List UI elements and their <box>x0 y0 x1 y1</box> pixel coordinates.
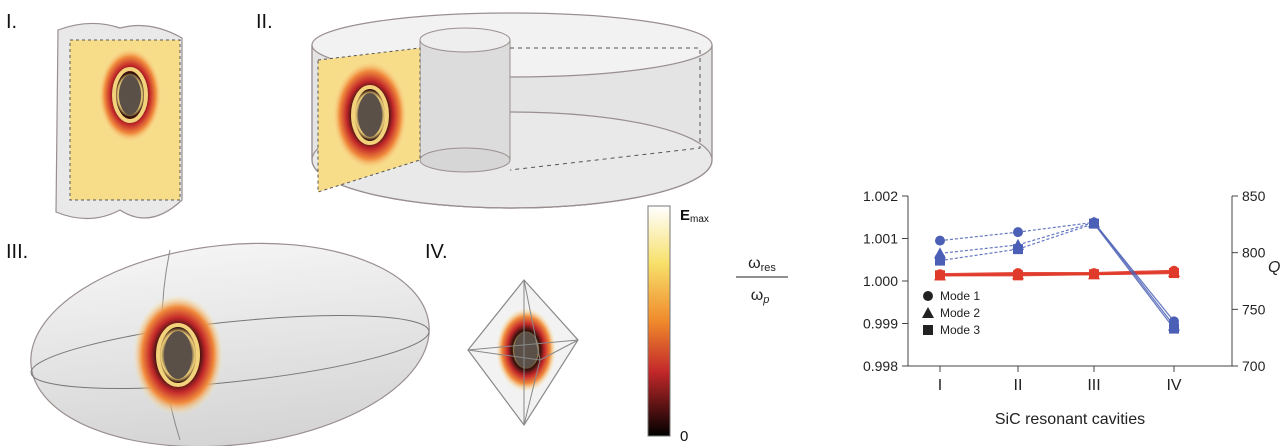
colorbar-max-label: Emax <box>680 207 709 225</box>
x-tick-label: II <box>1014 377 1023 394</box>
colorbar-min-label: 0 <box>680 428 688 445</box>
q-series-group <box>934 265 1180 281</box>
y-left-tick-label: 1.002 <box>863 188 898 204</box>
y-right-tick-label: 750 <box>1242 301 1266 317</box>
cavity-iii-illustration <box>30 242 430 446</box>
legend-marker <box>923 325 933 335</box>
frequency-series-group <box>934 216 1180 334</box>
cavity-i-illustration <box>55 22 183 220</box>
legend-marker <box>922 307 934 318</box>
y-right-tick-label: 800 <box>1242 245 1266 261</box>
data-point <box>935 255 945 266</box>
legend-entry: Mode 1 <box>940 289 980 303</box>
cavity-ii-illustration <box>311 12 713 209</box>
data-point <box>1169 268 1179 279</box>
x-axis-label: SiC resonant cavities <box>995 411 1145 428</box>
panel-label-ii: II. <box>256 11 273 33</box>
series-line-segment <box>939 244 1019 254</box>
data-point <box>1089 218 1099 229</box>
panel-label-iv: IV. <box>425 241 448 263</box>
data-point <box>1089 269 1099 280</box>
y-left-tick-label: 1.001 <box>863 231 898 247</box>
y-right-tick-label: 850 <box>1242 188 1266 204</box>
data-point <box>935 270 945 281</box>
data-point <box>935 235 945 246</box>
data-point <box>1013 270 1023 281</box>
y-left-tick-label: 0.998 <box>863 358 898 374</box>
x-tick-label: IV <box>1166 377 1181 394</box>
svg-text:ωres: ωres <box>748 255 776 274</box>
series-line-segment <box>939 271 1019 276</box>
legend-entry: Mode 2 <box>940 306 980 320</box>
legend-entry: Mode 3 <box>940 323 980 337</box>
data-point <box>1013 244 1023 255</box>
colorbar: Emax 0 <box>647 205 709 445</box>
panel-label-iii: III. <box>6 241 28 263</box>
data-point <box>1013 227 1023 238</box>
svg-text:ωp: ωp <box>751 287 770 306</box>
y-left-tick-label: 0.999 <box>863 316 898 332</box>
series-line-segment <box>1017 221 1095 246</box>
cavity-iv-illustration <box>467 279 579 427</box>
chart-legend: Mode 1 Mode 2 Mode 3 <box>922 289 980 337</box>
series-line-segment <box>1017 223 1095 250</box>
y-axis-left-label: ωres ωp <box>736 255 788 306</box>
data-point <box>1169 323 1179 334</box>
x-tick-label: III <box>1087 377 1100 394</box>
x-tick-label: I <box>938 377 942 394</box>
series-line-segment <box>1017 221 1095 233</box>
series-line-segment <box>1017 273 1095 277</box>
legend-marker <box>923 291 933 301</box>
series-line-segment <box>939 231 1019 242</box>
y-axis-right-label: Q <box>1268 259 1280 276</box>
y-left-tick-label: 1.000 <box>863 273 898 289</box>
y-right-tick-label: 700 <box>1242 358 1266 374</box>
series-line-segment <box>1093 221 1175 326</box>
series-line-segment <box>1093 223 1175 329</box>
series-line-segment <box>939 248 1019 262</box>
panel-label-i: I. <box>6 11 17 33</box>
